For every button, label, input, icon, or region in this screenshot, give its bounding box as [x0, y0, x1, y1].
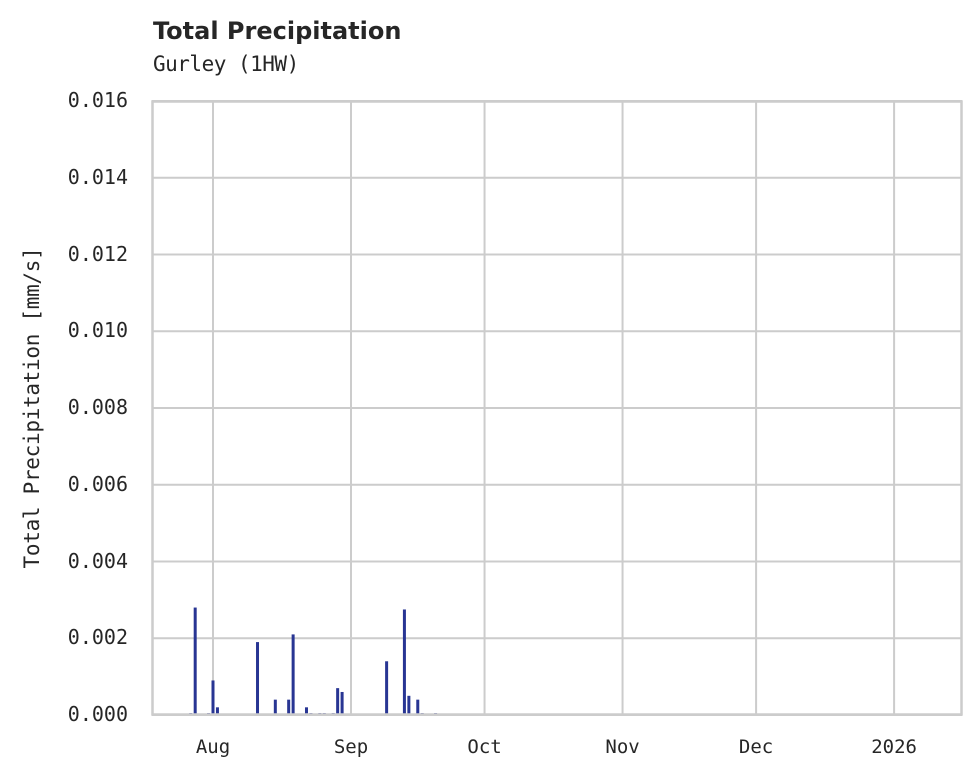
precipitation-bar [291, 634, 295, 715]
y-tick-label: 0.010 [67, 318, 128, 343]
precipitation-bar [416, 699, 420, 715]
plot-frame [151, 100, 963, 716]
precipitation-bar [273, 699, 277, 715]
x-tick-label: Nov [605, 736, 640, 758]
precipitation-bar [193, 607, 197, 715]
y-tick-label: 0.004 [67, 548, 128, 573]
chart-title: Total Precipitation [153, 17, 402, 45]
precipitation-bar [340, 691, 344, 715]
precipitation-bar [215, 707, 219, 715]
y-tick-label: 0.016 [67, 88, 128, 112]
precipitation-bar [256, 642, 260, 715]
y-tick-label: 0.014 [67, 164, 128, 189]
y-tick-label: 0.002 [67, 625, 128, 650]
precipitation-bars [189, 607, 438, 715]
precipitation-bar [385, 661, 389, 715]
x-tick-label: Oct [467, 736, 502, 758]
y-tick-label: 0.000 [67, 702, 128, 726]
precipitation-bar [402, 609, 406, 715]
precipitation-bar [407, 695, 411, 715]
y-tick-label: 0.012 [67, 241, 128, 266]
x-tick-label: 2026 [871, 736, 917, 758]
y-tick-label: 0.008 [67, 395, 128, 419]
gridlines [152, 100, 962, 716]
precipitation-bar [287, 699, 291, 715]
x-tick-label: Dec [738, 736, 774, 758]
x-tick-label: Aug [195, 736, 231, 758]
y-tick-label: 0.006 [67, 471, 128, 496]
chart-subtitle: Gurley (1HW) [153, 52, 299, 76]
x-tick-label: Sep [333, 736, 369, 758]
precipitation-bar [336, 688, 340, 715]
precipitation-bar [304, 707, 308, 715]
precipitation-bar [211, 680, 215, 715]
